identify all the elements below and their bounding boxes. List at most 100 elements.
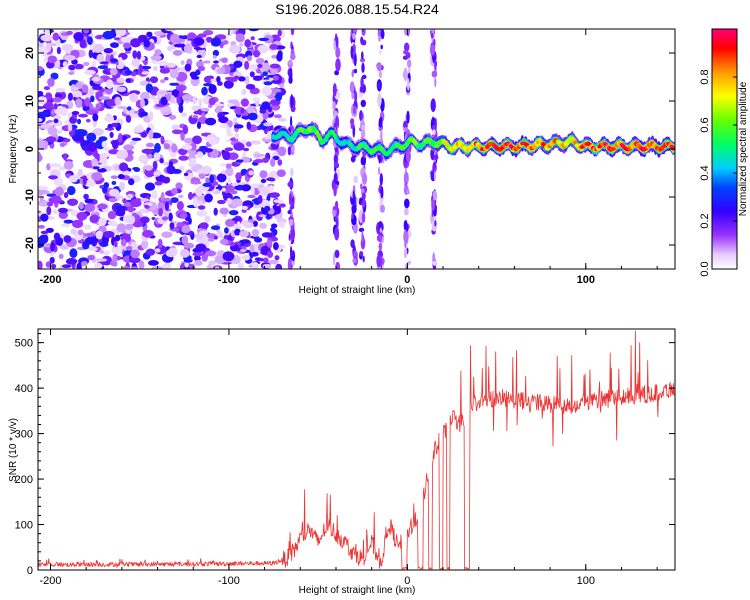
snr-series-line	[38, 330, 675, 570]
noise-blob	[54, 186, 64, 197]
noise-blob	[60, 223, 70, 227]
streak-blob	[432, 260, 438, 266]
streak-blob	[333, 172, 338, 185]
streak-blob	[430, 98, 436, 112]
noise-blob	[226, 197, 232, 205]
noise-blob	[51, 264, 57, 269]
noise-blob	[167, 45, 173, 52]
noise-blob	[196, 210, 208, 217]
streak-blob	[290, 115, 293, 128]
noise-blob	[116, 208, 126, 217]
noise-blob	[55, 237, 64, 246]
noise-blob	[110, 122, 119, 128]
ridge-cell	[314, 130, 320, 135]
streak-blob	[352, 258, 357, 264]
noise-blob	[159, 158, 164, 164]
noise-blob	[259, 258, 264, 262]
noise-blob	[125, 50, 131, 54]
noise-blob	[128, 178, 135, 186]
noise-blob	[68, 64, 76, 71]
noise-blob	[97, 203, 108, 210]
noise-blob	[187, 148, 197, 155]
x-tick-label: 100	[577, 274, 595, 286]
streak-blob	[290, 227, 296, 241]
noise-blob	[228, 29, 233, 35]
noise-blob	[110, 175, 119, 179]
noise-blob	[272, 155, 280, 161]
noise-blob	[90, 95, 95, 103]
noise-blob	[74, 63, 84, 70]
noise-blob	[99, 185, 104, 189]
noise-blob	[39, 46, 50, 55]
noise-blob	[179, 80, 186, 85]
streak-blob	[287, 69, 292, 76]
noise-blob	[50, 195, 62, 203]
snr-y-axis-label: SNR (10 * v/v)	[8, 418, 19, 482]
noise-blob	[164, 76, 169, 81]
noise-blob	[248, 64, 258, 71]
noise-blob	[171, 169, 182, 174]
y-tick-label: 100	[15, 520, 33, 532]
noise-blob	[141, 148, 154, 154]
noise-blob	[86, 119, 91, 123]
noise-blob	[216, 173, 227, 183]
noise-blob	[165, 249, 177, 258]
streak-blob	[360, 99, 366, 108]
streak-blob	[404, 186, 409, 191]
noise-blob	[47, 126, 58, 136]
noise-blob	[277, 146, 287, 157]
noise-blob	[121, 170, 131, 176]
noise-blob	[193, 110, 203, 115]
noise-blob	[252, 97, 259, 103]
noise-blob	[241, 205, 248, 210]
noise-blob	[78, 113, 88, 118]
noise-blob	[92, 85, 103, 91]
streak-blob	[335, 36, 339, 48]
streak-blob	[433, 154, 439, 161]
noise-blob	[118, 162, 129, 172]
colorbar-tick-label: 0.2	[699, 213, 711, 228]
noise-blob	[171, 143, 178, 153]
streak-blob	[380, 29, 385, 40]
noise-blob	[202, 182, 212, 187]
noise-blob	[262, 139, 274, 143]
noise-blob	[98, 96, 110, 100]
noise-blob	[178, 104, 184, 113]
noise-blob	[277, 117, 287, 122]
noise-blob	[174, 38, 186, 43]
noise-blob	[212, 49, 220, 57]
noise-blob	[103, 146, 111, 152]
noise-blob	[229, 242, 236, 247]
noise-blob	[125, 78, 131, 83]
noise-blob	[176, 222, 184, 228]
streak-blob	[334, 249, 340, 259]
noise-blob	[97, 217, 107, 226]
noise-blob	[244, 39, 252, 48]
noise-blob	[181, 225, 191, 234]
noise-blob	[277, 159, 283, 166]
noise-blob	[252, 159, 265, 163]
streak-blob	[376, 62, 382, 72]
noise-blob	[239, 239, 251, 244]
streak-blob	[407, 59, 412, 68]
noise-blob	[72, 90, 83, 98]
streak-blob	[403, 120, 408, 129]
noise-blob	[38, 260, 43, 269]
noise-blob	[192, 252, 204, 257]
noise-blob	[233, 75, 240, 80]
streak-blob	[332, 83, 337, 97]
noise-blob	[259, 222, 267, 229]
noise-blob	[183, 172, 189, 176]
noise-blob	[246, 55, 252, 62]
noise-blob	[198, 98, 203, 108]
noise-blob	[61, 43, 74, 52]
noise-blob	[136, 50, 142, 60]
streak-blob	[354, 68, 358, 74]
noise-blob	[132, 50, 138, 59]
snr-frame	[37, 328, 676, 571]
y-tick-label: 0	[24, 146, 36, 152]
noise-blob	[208, 97, 216, 106]
noise-blob	[270, 227, 276, 233]
noise-blob	[197, 65, 206, 72]
noise-blob	[254, 237, 263, 243]
